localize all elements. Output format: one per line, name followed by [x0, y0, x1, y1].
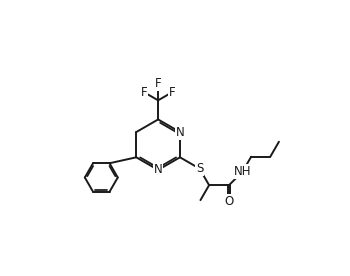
Text: NH: NH [234, 165, 251, 178]
Text: F: F [169, 86, 176, 99]
Text: N: N [176, 126, 184, 139]
Text: F: F [155, 77, 161, 90]
Text: O: O [224, 195, 234, 208]
Text: N: N [154, 163, 162, 176]
Text: S: S [196, 162, 203, 175]
Text: F: F [141, 86, 147, 99]
